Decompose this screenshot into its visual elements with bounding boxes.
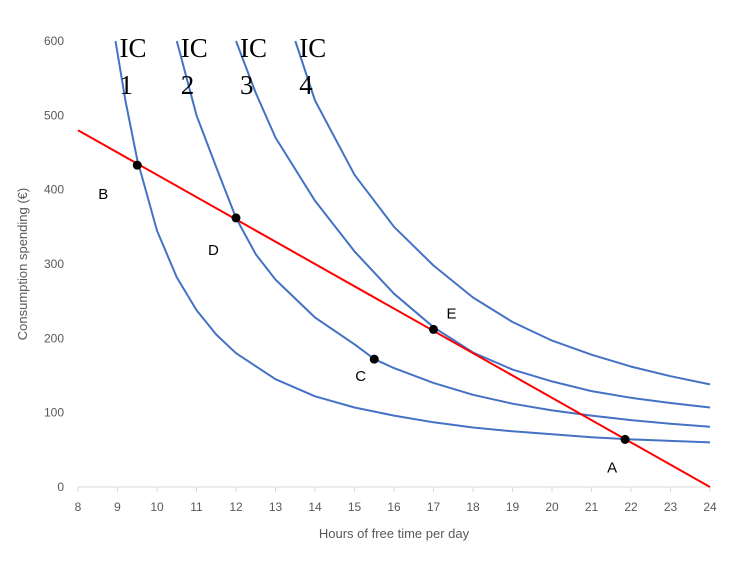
y-axis-title: Consumption spending (€) bbox=[15, 188, 30, 340]
x-tick-label: 10 bbox=[150, 500, 164, 514]
x-tick-label: 11 bbox=[190, 500, 203, 514]
axes: 8 9 10 11 12 13 14 15 16 17 18 19 20 21 22 23 2401002003… bbox=[44, 34, 717, 514]
ic-label-1-line1: IC bbox=[120, 33, 147, 63]
point-c bbox=[369, 354, 379, 364]
x-tick-label: 16 bbox=[387, 500, 401, 514]
y-tick-label: 400 bbox=[44, 183, 64, 197]
indifference-curve-3 bbox=[235, 40, 711, 409]
point-label-d: D bbox=[208, 242, 219, 259]
ic-label-2-line2: 2 bbox=[181, 70, 195, 100]
x-tick-label: 23 bbox=[664, 500, 678, 514]
x-tick-label: 17 bbox=[427, 500, 441, 514]
x-tick-label: 12 bbox=[229, 500, 243, 514]
point-b bbox=[132, 160, 142, 170]
ic-label-3-line1: IC bbox=[240, 33, 267, 63]
curves-layer: IC 1 IC 2 IC 3 IC 4 bbox=[77, 33, 711, 488]
x-tick-label: 19 bbox=[506, 500, 520, 514]
x-tick-label: 20 bbox=[545, 500, 559, 514]
x-tick-label: 13 bbox=[269, 500, 283, 514]
indifference-curve-4 bbox=[294, 40, 711, 386]
x-tick-label: 9 bbox=[114, 500, 121, 514]
x-tick-label: 22 bbox=[624, 500, 638, 514]
x-tick-label: 24 bbox=[703, 500, 717, 514]
points-layer: A B C D E bbox=[98, 160, 630, 476]
ic-label-1-line2: 1 bbox=[120, 70, 133, 100]
x-tick-label: 8 bbox=[75, 500, 82, 514]
x-tick-label: 15 bbox=[348, 500, 362, 514]
ic-label-4-line1: IC bbox=[299, 33, 326, 63]
point-a bbox=[620, 434, 630, 444]
y-tick-label: 100 bbox=[44, 406, 64, 420]
y-tick-label: 300 bbox=[44, 257, 64, 271]
y-tick-label: 0 bbox=[57, 480, 64, 494]
x-tick-label: 21 bbox=[585, 500, 599, 514]
x-tick-label: 18 bbox=[466, 500, 480, 514]
ic-label-3-line2: 3 bbox=[240, 70, 254, 100]
x-tick-label: 14 bbox=[308, 500, 322, 514]
point-label-a: A bbox=[607, 459, 617, 476]
point-e bbox=[429, 324, 438, 334]
point-label-b: B bbox=[98, 186, 108, 203]
y-tick-label: 600 bbox=[44, 34, 64, 48]
indifference-curve-2 bbox=[175, 40, 711, 428]
y-tick-label: 500 bbox=[44, 108, 64, 122]
point-label-c: C bbox=[355, 368, 366, 385]
point-label-e: E bbox=[447, 305, 457, 322]
ic-label-2-line1: IC bbox=[181, 33, 208, 63]
indifference-curve-1 bbox=[114, 40, 711, 444]
ic-label-4-line2: 4 bbox=[299, 70, 313, 100]
budget-line bbox=[77, 129, 711, 488]
point-d bbox=[231, 213, 241, 223]
x-axis-title: Hours of free time per day bbox=[319, 526, 470, 541]
y-tick-label: 200 bbox=[44, 331, 64, 345]
